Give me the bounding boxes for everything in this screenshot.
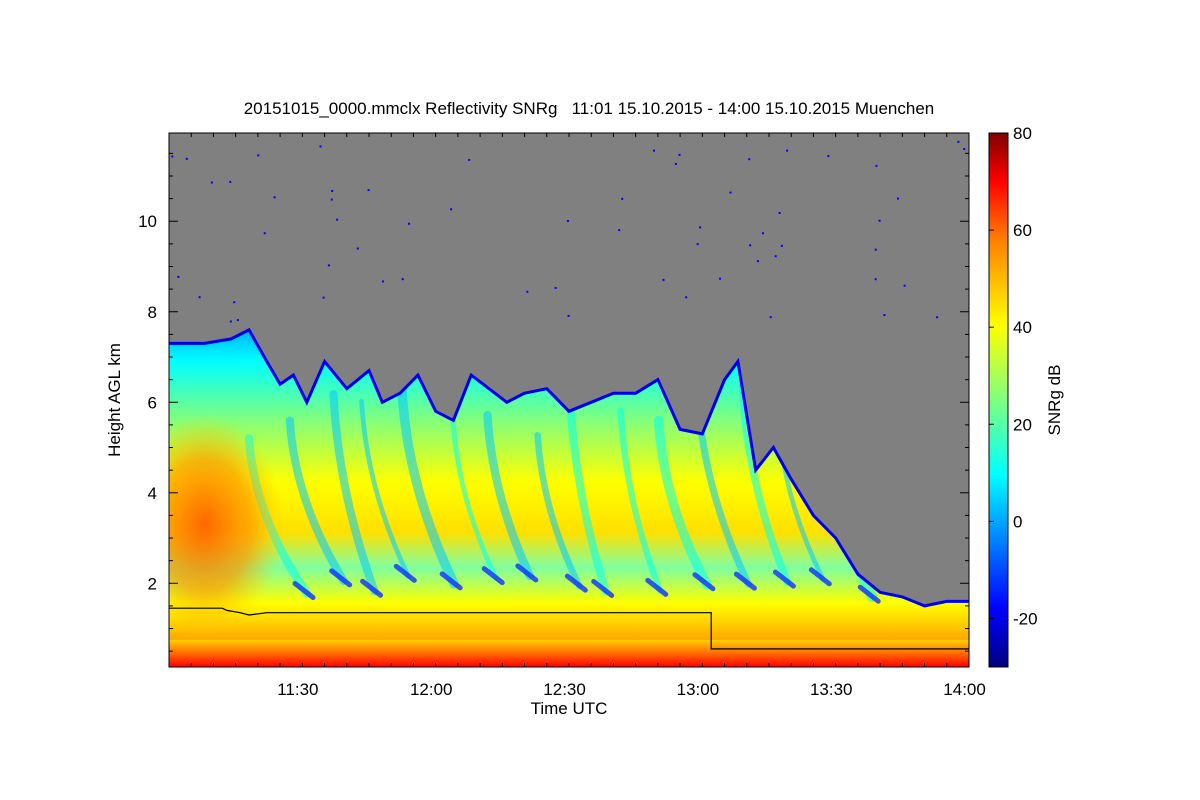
x-axis-label: Time UTC: [531, 699, 608, 718]
x-axis: 11:30 12:00 12:30 13:00 13:30 14:00: [168, 133, 986, 699]
y-tick-label: 4: [148, 484, 157, 503]
overlay-line: [169, 607, 969, 650]
colorbar-gradient: [988, 132, 1009, 668]
x-tick-label: 14:00: [943, 680, 986, 699]
y-tick-label: 2: [148, 574, 157, 593]
ground-echo-band: [169, 639, 969, 667]
x-tick-label: 12:30: [543, 680, 586, 699]
colorbar-tick-label: 40: [1013, 318, 1032, 337]
y-axis-label: Height AGL km: [105, 343, 124, 457]
x-tick-label: 13:30: [810, 680, 853, 699]
colorbar-tick-label: 80: [1013, 124, 1032, 143]
hot-core: [169, 414, 285, 635]
echo-top-edge: [169, 327, 969, 608]
noise-pixels: [171, 140, 966, 323]
y-tick-label: 6: [148, 393, 157, 412]
plot-area: [169, 133, 969, 667]
y-tick-label: 10: [138, 212, 157, 231]
colorbar-ticks: -20 0 20 40 60 80: [989, 124, 1038, 628]
colorbar: -20 0 20 40 60 80 SNRg dB: [988, 124, 1064, 668]
y-axis: 2 4 6 8 10: [138, 152, 969, 652]
colorbar-tick-label: 60: [1013, 221, 1032, 240]
x-tick-label: 11:30: [277, 680, 318, 699]
y-tick-label: 8: [148, 303, 157, 322]
x-tick-label: 12:00: [410, 680, 453, 699]
colorbar-tick-label: -20: [1013, 609, 1038, 628]
colorbar-tick-label: 20: [1013, 415, 1032, 434]
x-tick-label: 13:00: [677, 680, 720, 699]
chart-title: 20151015_0000.mmclx Reflectivity SNRg 11…: [244, 99, 935, 118]
colorbar-label: SNRg dB: [1045, 365, 1064, 436]
colorbar-tick-label: 0: [1013, 512, 1022, 531]
